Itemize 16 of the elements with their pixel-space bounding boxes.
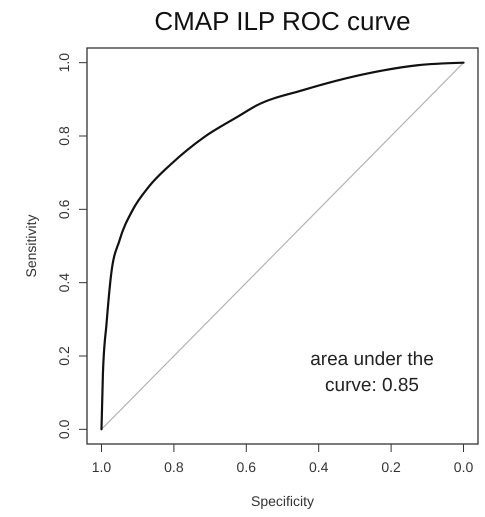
y-axis-title: Sensitivity (23, 214, 39, 278)
y-tick-label: 0.8 (56, 126, 72, 146)
annotation: area under the curve: 0.85 (310, 349, 434, 396)
x-tick-label: 0.4 (308, 459, 329, 475)
x-tick-label: 1.0 (92, 459, 112, 475)
y-tick-label: 0.2 (56, 346, 72, 366)
y-tick-label: 0.0 (56, 419, 72, 440)
x-tick-label: 0.8 (164, 459, 184, 475)
chart-title: CMAP ILP ROC curve (154, 6, 411, 36)
x-tick-label: 0.2 (381, 459, 402, 475)
x-axis-title: Specificity (250, 493, 314, 509)
y-tick-label: 1.0 (56, 52, 72, 72)
x-tick-label: 0.6 (236, 459, 256, 475)
y-tick-label: 0.6 (56, 199, 72, 220)
y-tick-label: 0.4 (56, 272, 72, 292)
x-tick-label: 0.0 (454, 459, 474, 475)
